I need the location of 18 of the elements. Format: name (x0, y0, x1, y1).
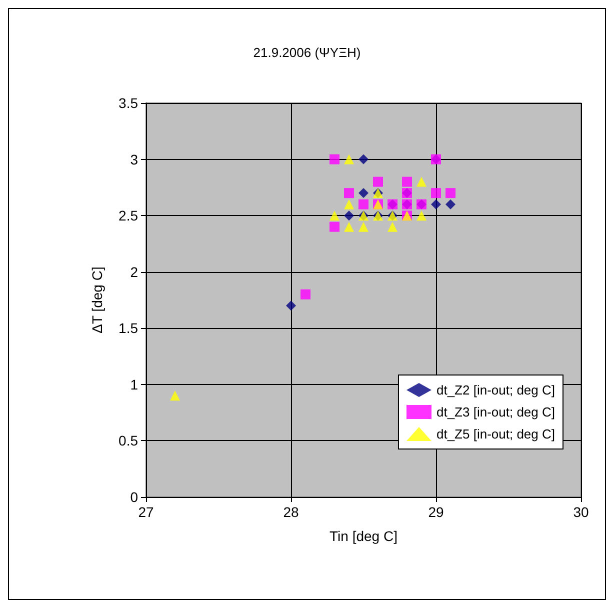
x-tick-label: 27 (138, 504, 154, 520)
chart-title: 21.9.2006 (ΨΥΞΗ) (253, 45, 361, 60)
y-tick-label: 0 (130, 489, 138, 505)
legend-label: dt_Z3 [in-out; deg C] (436, 404, 556, 420)
x-axis-title: Tin [deg C] (330, 528, 398, 544)
y-tick-label: 3.5 (118, 95, 138, 111)
x-tick-label: 29 (428, 504, 444, 520)
legend-label: dt_Z5 [in-out; deg C] (436, 426, 556, 442)
y-tick-label: 0.5 (118, 432, 138, 449)
y-tick-label: 2 (130, 264, 138, 280)
x-tick-label: 28 (283, 504, 299, 520)
legend-label: dt_Z2 [in-out; deg C] (436, 382, 556, 398)
y-tick-label: 2.5 (118, 208, 138, 224)
y-tick-label: 1.5 (118, 320, 138, 336)
y-axis-title: ΔT [deg C] (89, 266, 105, 334)
y-tick-label: 1 (130, 376, 138, 392)
x-tick-label: 30 (573, 504, 589, 520)
y-tick-label: 3 (130, 151, 138, 168)
